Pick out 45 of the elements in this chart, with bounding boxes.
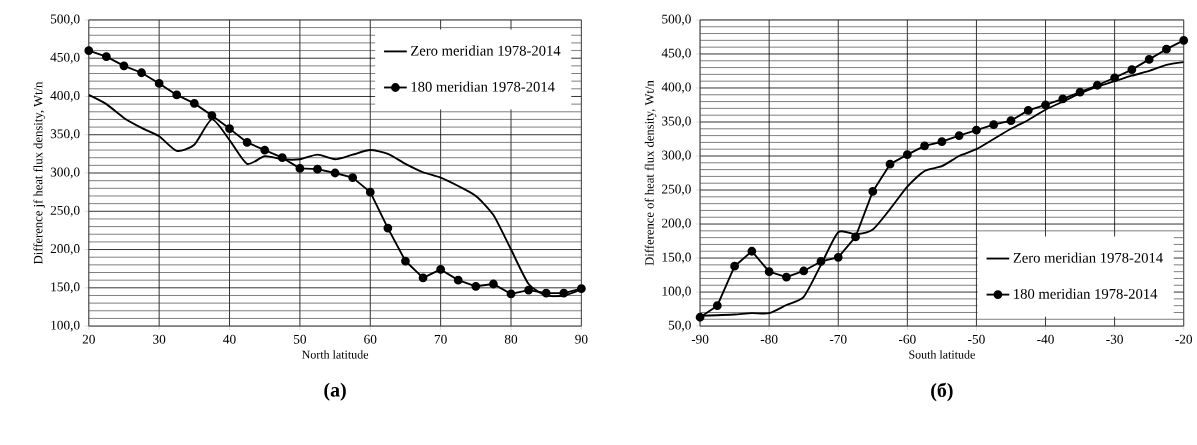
legend-label: 180 meridian 1978-2014 bbox=[1014, 288, 1158, 299]
x-axis-title: South latitude bbox=[909, 350, 975, 359]
y-axis-title: Difference jf heat flux density, Wt/n bbox=[33, 81, 46, 265]
x-tick-label: 80 bbox=[504, 334, 518, 344]
x-tick-label: -20 bbox=[1175, 334, 1193, 344]
y-tick-label: 150,0 bbox=[51, 282, 80, 294]
y-tick-label: 100,0 bbox=[662, 286, 691, 298]
x-tick-label: -50 bbox=[968, 334, 985, 344]
x-tick-label: 20 bbox=[82, 334, 95, 344]
x-tick-label: 30 bbox=[153, 334, 166, 344]
y-tick-label: 250,0 bbox=[50, 205, 80, 217]
y-tick-label: 150,0 bbox=[662, 252, 691, 264]
y-tick-label: 350,0 bbox=[662, 116, 691, 128]
y-tick-label: 100,0 bbox=[51, 320, 80, 332]
y-tick-label: 400,0 bbox=[50, 91, 80, 103]
x-tick-label: 60 bbox=[364, 334, 377, 344]
x-tick-label: -80 bbox=[760, 334, 778, 344]
y-tick-label: 450,0 bbox=[50, 52, 80, 64]
y-tick-label: 250,0 bbox=[662, 184, 691, 196]
x-tick-label: 50 bbox=[294, 334, 307, 344]
legend-label: 180 meridian 1978-2014 bbox=[411, 81, 555, 92]
x-tick-label: -40 bbox=[1037, 334, 1054, 344]
legend-label: Zero meridian 1978-2014 bbox=[411, 45, 561, 56]
y-tick-label: 300,0 bbox=[662, 150, 691, 162]
text: (a) bbox=[324, 382, 346, 401]
x-tick-label: -70 bbox=[829, 334, 847, 344]
text: (б) bbox=[931, 382, 953, 402]
x-tick-label: -60 bbox=[898, 334, 916, 344]
x-tick-label: -90 bbox=[691, 334, 709, 344]
x-axis-title: North latitude bbox=[302, 350, 369, 359]
x-tick-label: -30 bbox=[1106, 334, 1123, 344]
y-tick-label: 200,0 bbox=[50, 244, 80, 256]
y-axis-title: Difference of heat flux density, Wt/n bbox=[644, 80, 657, 266]
x-tick-label: 40 bbox=[223, 334, 236, 344]
x-tick-label: 70 bbox=[434, 334, 447, 344]
y-tick-label: 500,0 bbox=[662, 14, 691, 26]
legend-label: Zero meridian 1978-2014 bbox=[1013, 252, 1163, 263]
y-tick-label: 50,0 bbox=[668, 320, 691, 332]
y-tick-label: 300,0 bbox=[50, 167, 80, 179]
y-tick-label: 400,0 bbox=[661, 82, 691, 94]
y-tick-label: 500,0 bbox=[50, 14, 80, 26]
y-tick-label: 200,0 bbox=[662, 218, 691, 230]
y-tick-label: 450,0 bbox=[661, 48, 691, 60]
y-tick-label: 350,0 bbox=[50, 129, 80, 141]
x-tick-label: 90 bbox=[575, 334, 588, 344]
